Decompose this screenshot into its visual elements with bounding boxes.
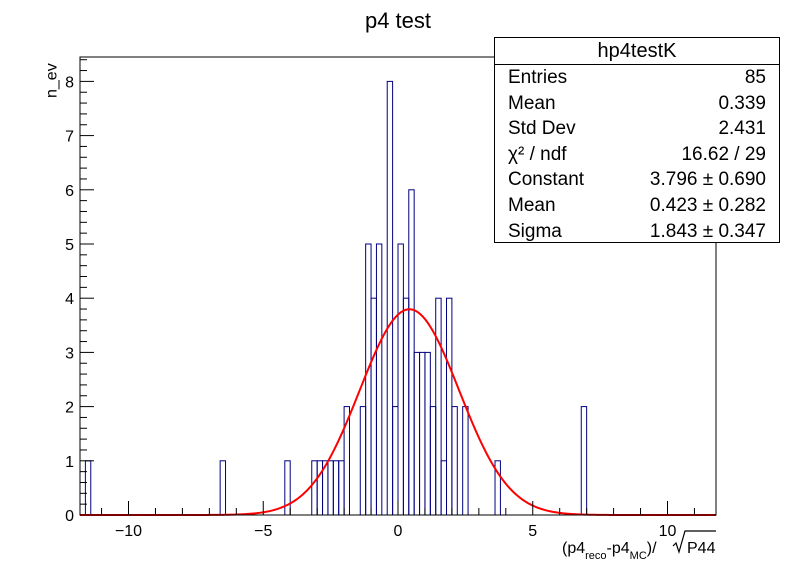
stats-label: χ² / ndf — [508, 143, 567, 165]
stats-label: Entries — [508, 67, 568, 88]
x-label-sqrt-arg: P44 — [687, 540, 716, 557]
histogram-bin — [429, 406, 437, 516]
stats-label: Std Dev — [508, 118, 576, 140]
x-tick-label: −10 — [115, 523, 142, 540]
stats-label: Sigma — [508, 220, 562, 242]
x-axis-label: (p4reco-p4MC)/ P44 — [562, 530, 716, 562]
stats-row-mean: Mean 0.339 — [495, 91, 779, 117]
histogram-bin — [397, 243, 404, 516]
histogram-bin — [338, 460, 345, 516]
stats-value: 16.62 / 29 — [681, 143, 766, 165]
stats-value: 2.431 — [718, 118, 766, 140]
y-tick-label: 6 — [65, 183, 74, 200]
histogram-bin — [365, 243, 372, 516]
histogram-bin — [332, 460, 340, 516]
stats-row-entries: Entries 85 — [495, 65, 779, 91]
x-tick-label: 10 — [659, 523, 677, 540]
stats-row-sigma: Sigma 1.843 ± 0.347 — [495, 219, 779, 245]
y-tick-label: 5 — [65, 237, 74, 254]
stats-value: 0.423 ± 0.282 — [649, 194, 766, 216]
histogram-bin — [580, 406, 588, 516]
y-tick-label: 2 — [65, 400, 74, 417]
x-label-part-2: -p4 — [607, 540, 630, 557]
y-axis-label: n_ev — [43, 63, 60, 98]
histogram-bin — [419, 351, 426, 516]
x-label-sub-reco: reco — [585, 550, 606, 562]
stats-row-constant: Constant 3.796 ± 0.690 — [495, 167, 779, 193]
histogram-bin — [386, 80, 394, 516]
histogram-bin — [219, 460, 227, 516]
x-tick-label: 5 — [528, 523, 537, 540]
y-tick-label: 7 — [65, 129, 74, 146]
stats-row-chi2-ndf: χ² / ndf 16.62 / 29 — [495, 142, 779, 168]
histogram-bin — [424, 351, 431, 516]
stats-row-std-dev: Std Dev 2.431 — [495, 116, 779, 142]
histogram-bin — [316, 460, 324, 516]
x-label-sub-mc: MC — [630, 550, 647, 562]
svg-text:(p4reco-p4MC)/: (p4reco-p4MC)/ — [562, 540, 657, 562]
stats-label: Mean — [508, 194, 556, 216]
histogram-bin — [84, 460, 92, 516]
histogram-bin — [375, 243, 383, 516]
histogram-bin — [451, 406, 458, 516]
histogram-bin — [462, 406, 469, 516]
chart-title: p4 test — [365, 8, 431, 33]
stats-value: 85 — [744, 67, 766, 88]
y-tick-label: 0 — [65, 508, 74, 525]
histogram-bin — [327, 460, 334, 516]
histogram-bin — [311, 460, 318, 516]
histogram-bin — [440, 460, 448, 516]
histogram-bin — [359, 406, 367, 516]
x-tick-label: 0 — [394, 523, 403, 540]
sqrt-sign-icon — [672, 530, 716, 555]
stats-label: Constant — [508, 169, 585, 191]
stats-value: 3.796 ± 0.690 — [649, 169, 766, 191]
x-label-part-3: )/ — [647, 540, 657, 557]
histogram-bin — [408, 189, 415, 516]
stats-value: 1.843 ± 0.347 — [649, 220, 766, 242]
y-tick-label: 3 — [65, 345, 74, 362]
y-tick-label: 4 — [65, 291, 74, 308]
histogram-bin — [392, 406, 399, 516]
x-label-part-1: (p4 — [562, 540, 585, 557]
histogram-bin — [370, 297, 377, 516]
y-tick-label: 1 — [65, 454, 74, 471]
stats-label: Mean — [508, 92, 556, 114]
y-tick-label: 8 — [65, 74, 74, 91]
stats-box: hp4testK Entries 85 Mean 0.339 Std Dev 2… — [494, 37, 780, 243]
histogram-bin — [402, 297, 410, 516]
stats-box-title: hp4testK — [495, 38, 779, 65]
stats-value: 0.339 — [718, 92, 766, 114]
histogram-bin — [435, 297, 442, 516]
stats-row-fit-mean: Mean 0.423 ± 0.282 — [495, 193, 779, 219]
histogram-bin — [413, 351, 421, 516]
histogram-bin — [446, 297, 453, 516]
x-tick-label: −5 — [254, 523, 272, 540]
